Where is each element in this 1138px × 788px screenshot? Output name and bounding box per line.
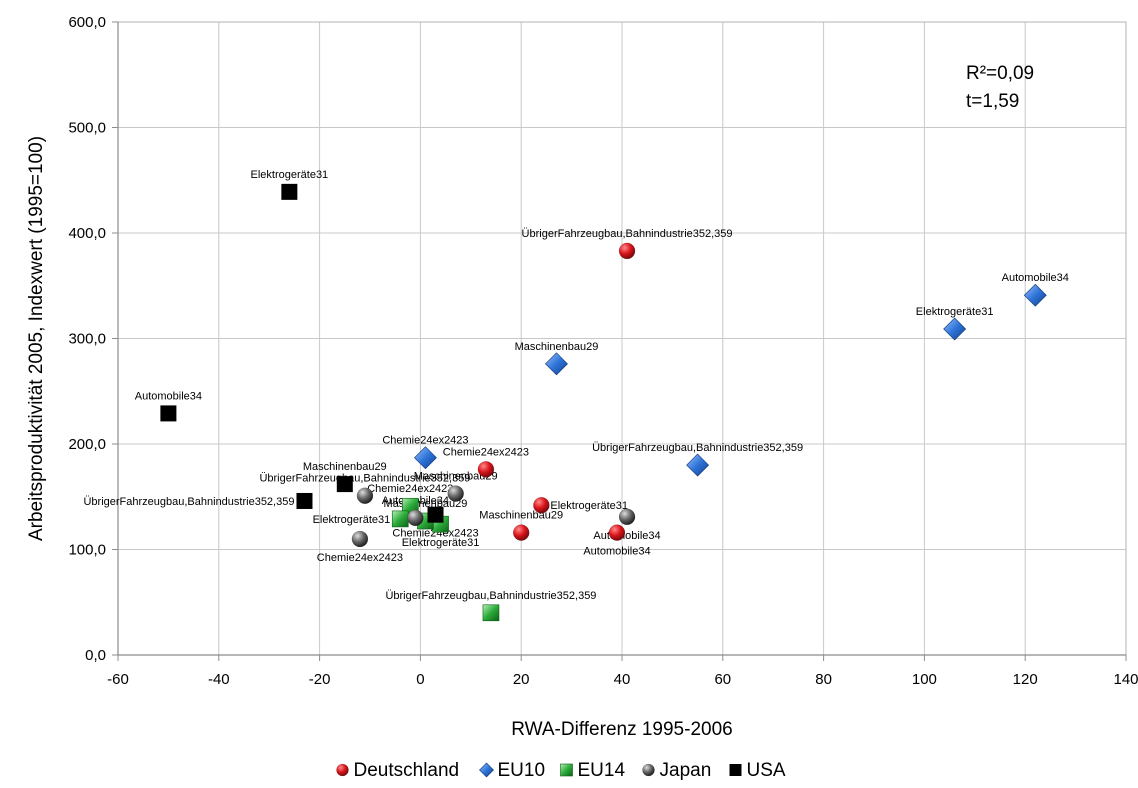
deutschland-point bbox=[512, 524, 530, 541]
deutschland-point-label: Automobile34 bbox=[583, 546, 650, 558]
axes: -60 -40 -20 0 20 40 60 80 100 120 140 0,0 100,0 200,0… bbox=[26, 14, 1138, 740]
deutschland-point bbox=[608, 524, 626, 541]
eu14-point-label: Elektrogeräte31 bbox=[313, 514, 391, 526]
data-points bbox=[160, 183, 1047, 622]
x-axis-title: RWA-Differenz 1995-2006 bbox=[511, 719, 732, 740]
deutschland-point bbox=[477, 461, 495, 478]
legend-marker-deutschland bbox=[336, 763, 349, 777]
eu14-point-label: Elektrogeräte31 bbox=[402, 537, 480, 549]
legend-marker-eu14 bbox=[560, 763, 573, 777]
gridlines bbox=[117, 21, 1127, 656]
usa-point bbox=[160, 405, 177, 422]
usa-point bbox=[281, 183, 298, 200]
eu10-point bbox=[414, 446, 437, 470]
usa-point-label: Chemie24ex2423 bbox=[392, 528, 478, 540]
eu10-point bbox=[943, 317, 967, 341]
usa-point bbox=[296, 492, 313, 509]
y-tick-label: 600,0 bbox=[68, 14, 106, 31]
legend-label-japan: Japan bbox=[660, 760, 712, 781]
legend-marker-japan bbox=[642, 763, 655, 777]
japan-point bbox=[447, 485, 464, 502]
eu10-point-label: Elektrogeräte31 bbox=[916, 306, 994, 318]
r-squared-label: R²=0,09 bbox=[966, 63, 1034, 84]
japan-point bbox=[407, 509, 424, 527]
usa-point-label: Elektrogeräte31 bbox=[251, 169, 329, 181]
eu10-point-label: Maschinenbau29 bbox=[515, 341, 599, 353]
deutschland-point bbox=[533, 496, 550, 514]
eu10-point-label: Automobile34 bbox=[1002, 272, 1069, 284]
y-tick-label: 100,0 bbox=[68, 542, 106, 559]
deutschland-point-label: Maschinenbau29 bbox=[479, 510, 563, 522]
usa-point-label: ÜbrigerFahrzeugbau,Bahnindustrie352,359 bbox=[83, 496, 294, 508]
japan-point-label: Automobile34 bbox=[593, 530, 660, 542]
eu14-point bbox=[391, 510, 409, 528]
x-tick-label: -20 bbox=[309, 671, 331, 688]
y-tick-label: 400,0 bbox=[68, 225, 106, 242]
deutschland-point bbox=[618, 242, 636, 260]
eu10-point-label: Chemie24ex2423 bbox=[382, 435, 468, 447]
japan-point bbox=[351, 530, 369, 548]
point-labels: ÜbrigerFahrzeugbau,Bahnindustrie352,359C… bbox=[83, 169, 1068, 602]
y-tick-label: 200,0 bbox=[68, 436, 106, 453]
x-tick-label: 140 bbox=[1113, 671, 1138, 688]
legend-marker-eu10 bbox=[479, 762, 494, 778]
eu10-point bbox=[686, 453, 710, 477]
fit-statistics: R²=0,09 t=1,59 bbox=[966, 63, 1034, 112]
x-tick-label: 100 bbox=[912, 671, 937, 688]
deutschland-point-label: ÜbrigerFahrzeugbau,Bahnindustrie352,359 bbox=[522, 228, 733, 240]
japan-point-label: Maschinenbau29 bbox=[414, 471, 498, 483]
x-tick-label: 40 bbox=[614, 671, 631, 688]
japan-point bbox=[618, 508, 636, 526]
x-tick-label: 20 bbox=[513, 671, 530, 688]
eu14-point-label: Chemie24ex2423 bbox=[367, 483, 453, 495]
legend-marker-usa bbox=[729, 764, 742, 776]
t-statistic-label: t=1,59 bbox=[966, 91, 1019, 112]
y-tick-label: 300,0 bbox=[68, 331, 106, 348]
x-tick-label: -60 bbox=[107, 671, 129, 688]
legend-label-usa: USA bbox=[747, 760, 786, 781]
japan-point-label: Chemie24ex2423 bbox=[317, 552, 403, 564]
japan-point-label: ÜbrigerFahrzeugbau,Bahnindustrie352,359 bbox=[259, 473, 470, 485]
y-tick-label: 0,0 bbox=[85, 647, 106, 664]
deutschland-point-label: Chemie24ex2423 bbox=[443, 446, 529, 458]
usa-point bbox=[336, 476, 353, 493]
eu14-point-label: ÜbrigerFahrzeugbau,Bahnindustrie352,359 bbox=[385, 590, 596, 602]
usa-point bbox=[427, 506, 444, 523]
x-tick-label: 0 bbox=[416, 671, 424, 688]
usa-point-label: Automobile34 bbox=[135, 390, 202, 402]
eu14-point bbox=[482, 604, 500, 622]
eu10-point bbox=[1023, 283, 1047, 307]
legend-label-eu14: EU14 bbox=[578, 760, 626, 781]
y-tick-label: 500,0 bbox=[68, 120, 106, 137]
x-tick-label: -40 bbox=[208, 671, 230, 688]
x-tick-label: 80 bbox=[815, 671, 832, 688]
japan-point bbox=[356, 487, 374, 504]
legend-label-eu10: EU10 bbox=[498, 760, 546, 781]
eu10-point bbox=[545, 352, 568, 376]
legend-label-deutschland: Deutschland bbox=[354, 760, 460, 781]
x-tick-label: 60 bbox=[714, 671, 731, 688]
y-axis-title: Arbeitsproduktivität 2005, Indexwert (19… bbox=[26, 136, 47, 541]
x-tick-label: 120 bbox=[1013, 671, 1038, 688]
usa-point-label: Maschinenbau29 bbox=[303, 461, 387, 473]
deutschland-point-label: Elektrogeräte31 bbox=[550, 500, 628, 512]
eu10-point-label: ÜbrigerFahrzeugbau,Bahnindustrie352,359 bbox=[592, 442, 803, 454]
legend: Deutschland EU10 EU14 Japan USA bbox=[336, 760, 786, 781]
